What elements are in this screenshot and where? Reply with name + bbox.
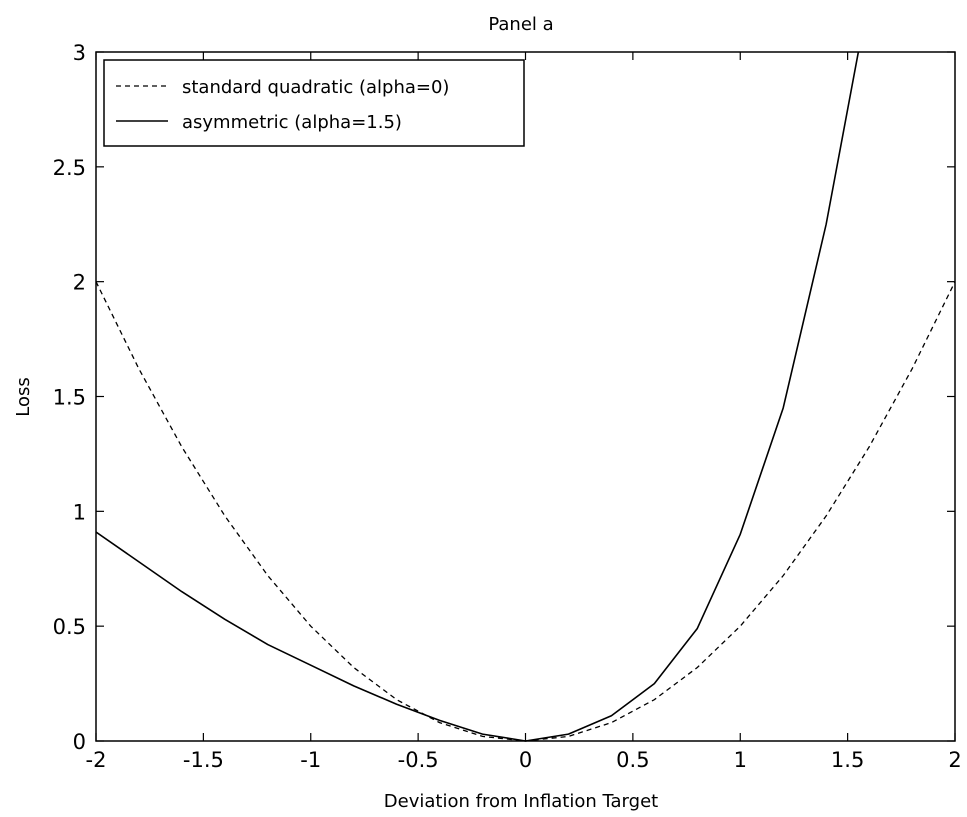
x-tick-label: 0.5 [616,748,649,772]
legend-box [103,59,525,147]
y-tick-label: 2 [73,271,86,295]
y-axis: 0 0.5 1 1.5 2 2.5 3 [53,41,955,754]
legend-label-standard-quadratic: standard quadratic (alpha=0) [182,77,449,98]
y-tick-label: 1 [73,500,86,524]
y-tick-label: 2.5 [53,156,86,180]
series-line-asymmetric [96,52,860,742]
x-axis: -2 -1.5 -1 -0.5 0 0.5 1 1.5 2 [86,52,962,772]
y-tick-label: 3 [73,41,86,65]
y-axis-title: Loss [13,377,34,416]
x-tick-label: 2 [948,748,961,772]
legend: standard quadratic (alpha=0) asymmetric … [103,59,525,147]
x-tick-label: -1.5 [183,748,224,772]
x-tick-label: -1 [300,748,321,772]
y-tick-label: 0 [73,730,86,754]
x-tick-label: 0 [519,748,532,772]
y-tick-label: 1.5 [53,386,86,410]
x-tick-label: -0.5 [398,748,439,772]
x-tick-label: 1 [734,748,747,772]
x-axis-title: Deviation from Inflation Target [384,791,658,812]
x-tick-label: 1.5 [831,748,864,772]
chart-title: Panel a [488,14,553,35]
y-tick-label: 0.5 [53,615,86,639]
x-tick-label: -2 [86,748,107,772]
legend-label-asymmetric: asymmetric (alpha=1.5) [182,112,402,133]
